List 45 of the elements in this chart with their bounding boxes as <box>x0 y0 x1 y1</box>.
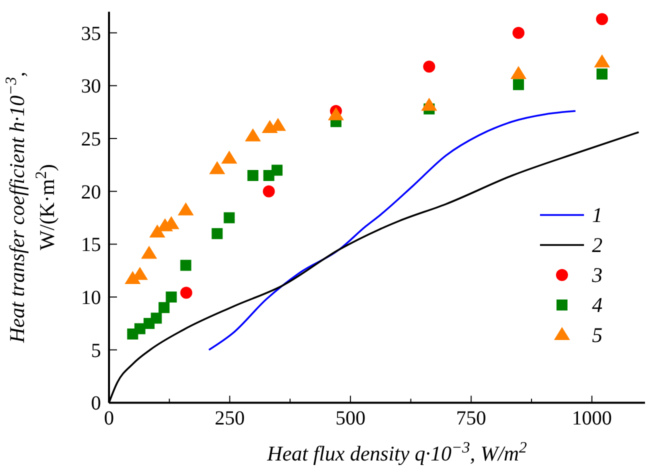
y-tick-label: 0 <box>91 392 101 415</box>
point <box>328 107 344 120</box>
point <box>421 98 438 111</box>
x-tick-label: 500 <box>335 408 366 430</box>
point <box>180 286 192 299</box>
point <box>221 150 238 164</box>
legend-label: 2 <box>592 233 603 257</box>
point <box>180 260 192 271</box>
point <box>178 202 194 216</box>
x-axis-title: Heat flux density q·10$^{−3}$, W/m$^{2}$ <box>266 439 527 466</box>
point <box>141 246 158 259</box>
point <box>512 26 524 39</box>
y-tick-label: 5 <box>91 340 101 362</box>
point <box>262 185 275 198</box>
legend-label: 4 <box>592 293 603 317</box>
point <box>512 79 524 90</box>
y-tick-label: 25 <box>81 128 101 151</box>
point <box>150 312 162 324</box>
point <box>166 292 177 303</box>
x-tick-label: 1000 <box>572 408 612 430</box>
point <box>247 170 258 181</box>
y-tick-label: 30 <box>81 76 101 98</box>
y-tick-label: 10 <box>81 287 101 310</box>
y-tick-label: 35 <box>81 22 101 45</box>
point <box>212 228 223 240</box>
point <box>510 66 526 80</box>
legend-label: 3 <box>591 263 602 287</box>
y-tick-label: 15 <box>81 234 101 256</box>
legend-label: 1 <box>592 203 602 227</box>
point <box>244 128 261 142</box>
point <box>149 224 166 238</box>
point <box>224 212 235 224</box>
point <box>158 302 170 314</box>
x-tick-label: 250 <box>214 408 245 430</box>
legend-label: 5 <box>592 323 602 347</box>
point <box>596 13 608 26</box>
point <box>134 323 146 334</box>
point <box>596 68 608 80</box>
point <box>272 164 283 176</box>
y-tick-label: 20 <box>81 181 101 204</box>
point <box>423 60 436 73</box>
point <box>594 54 610 68</box>
line-series <box>208 110 576 351</box>
point <box>209 161 226 174</box>
x-tick-label: 750 <box>456 408 486 430</box>
